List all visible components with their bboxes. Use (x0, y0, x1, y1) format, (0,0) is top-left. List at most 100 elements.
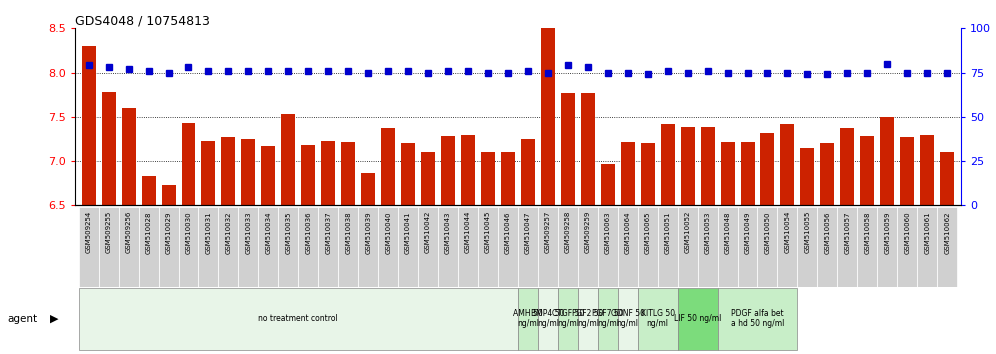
Bar (141, 176, 155, 205)
Bar (598, 207, 618, 287)
Bar (917, 207, 937, 287)
Bar (342, 142, 356, 205)
Text: GSM510046: GSM510046 (505, 211, 511, 253)
Text: GSM510034: GSM510034 (265, 211, 271, 253)
Bar (637, 207, 657, 287)
Text: GSM510065: GSM510065 (644, 211, 650, 253)
Text: GSM510062: GSM510062 (944, 211, 950, 253)
Text: GSM510041: GSM510041 (405, 211, 411, 253)
Bar (241, 139, 255, 205)
Bar (122, 108, 135, 205)
Bar (381, 128, 395, 205)
Text: GSM510029: GSM510029 (165, 211, 171, 253)
Bar (481, 152, 495, 205)
Text: GSM509255: GSM509255 (106, 211, 112, 253)
Bar (478, 207, 498, 287)
Text: GSM510036: GSM510036 (306, 211, 312, 254)
Bar (637, 288, 677, 350)
Bar (841, 128, 855, 205)
Bar (558, 207, 578, 287)
Text: GSM510053: GSM510053 (704, 211, 710, 253)
Text: GSM509256: GSM509256 (125, 211, 131, 253)
Bar (261, 146, 275, 205)
Bar (538, 207, 558, 287)
Bar (378, 207, 398, 287)
Text: GSM510035: GSM510035 (285, 211, 291, 253)
Text: GSM510043: GSM510043 (445, 211, 451, 253)
Bar (278, 207, 299, 287)
Text: GSM510060: GSM510060 (904, 211, 910, 254)
Text: KITLG 50
ng/ml: KITLG 50 ng/ml (640, 309, 674, 329)
Bar (880, 117, 894, 205)
Text: FGF2 50
ng/ml: FGF2 50 ng/ml (572, 309, 604, 329)
Bar (322, 141, 336, 205)
Bar (418, 207, 438, 287)
Bar (778, 207, 798, 287)
Text: PDGF alfa bet
a hd 50 ng/ml: PDGF alfa bet a hd 50 ng/ml (731, 309, 784, 329)
Bar (521, 139, 535, 205)
Bar (299, 207, 319, 287)
Bar (900, 137, 914, 205)
Text: GSM510064: GSM510064 (624, 211, 630, 253)
Text: AMH 50
ng/ml: AMH 50 ng/ml (513, 309, 543, 329)
Bar (680, 127, 694, 205)
Bar (518, 207, 538, 287)
Text: GSM510028: GSM510028 (145, 211, 151, 253)
Bar (258, 207, 278, 287)
Bar (618, 288, 637, 350)
Bar (138, 207, 158, 287)
Text: GDS4048 / 10754813: GDS4048 / 10754813 (75, 14, 209, 27)
Bar (858, 207, 877, 287)
Bar (238, 207, 258, 287)
Text: GSM510061: GSM510061 (924, 211, 930, 254)
Bar (221, 137, 235, 205)
Bar (362, 172, 375, 205)
Text: GSM510040: GSM510040 (385, 211, 391, 253)
Bar (458, 207, 478, 287)
Text: GSM510030: GSM510030 (185, 211, 191, 254)
Bar (538, 288, 558, 350)
Bar (781, 124, 795, 205)
Bar (758, 207, 778, 287)
Bar (319, 207, 339, 287)
Bar (861, 136, 874, 205)
Text: GSM509254: GSM509254 (86, 211, 92, 253)
Text: GSM510057: GSM510057 (845, 211, 851, 253)
Text: agent: agent (7, 314, 37, 324)
Bar (821, 143, 835, 205)
Bar (501, 152, 515, 205)
Text: no treatment control: no treatment control (258, 314, 339, 323)
Text: GSM510051: GSM510051 (664, 211, 670, 253)
Text: GSM510063: GSM510063 (605, 211, 611, 254)
Text: GSM510037: GSM510037 (326, 211, 332, 254)
Bar (359, 207, 378, 287)
Text: GSM510047: GSM510047 (525, 211, 531, 253)
Bar (940, 152, 954, 205)
Bar (79, 288, 518, 350)
Bar (461, 135, 475, 205)
Text: LIF 50 ng/ml: LIF 50 ng/ml (674, 314, 721, 323)
Bar (660, 124, 674, 205)
Bar (79, 207, 99, 287)
Bar (741, 142, 755, 205)
Text: GSM510058: GSM510058 (865, 211, 871, 253)
Bar (178, 207, 198, 287)
Text: GSM510038: GSM510038 (346, 211, 352, 254)
Bar (201, 141, 215, 205)
Bar (640, 143, 654, 205)
Text: GSM510042: GSM510042 (425, 211, 431, 253)
Bar (621, 142, 634, 205)
Text: GSM510056: GSM510056 (825, 211, 831, 253)
Bar (717, 288, 798, 350)
Bar (581, 93, 595, 205)
Bar (920, 135, 934, 205)
Bar (518, 288, 538, 350)
Bar (498, 207, 518, 287)
Text: GDNF 50
ng/ml: GDNF 50 ng/ml (611, 309, 644, 329)
Bar (558, 288, 578, 350)
Bar (598, 288, 618, 350)
Bar (158, 207, 178, 287)
Bar (657, 207, 677, 287)
Bar (438, 207, 458, 287)
Bar (578, 207, 598, 287)
